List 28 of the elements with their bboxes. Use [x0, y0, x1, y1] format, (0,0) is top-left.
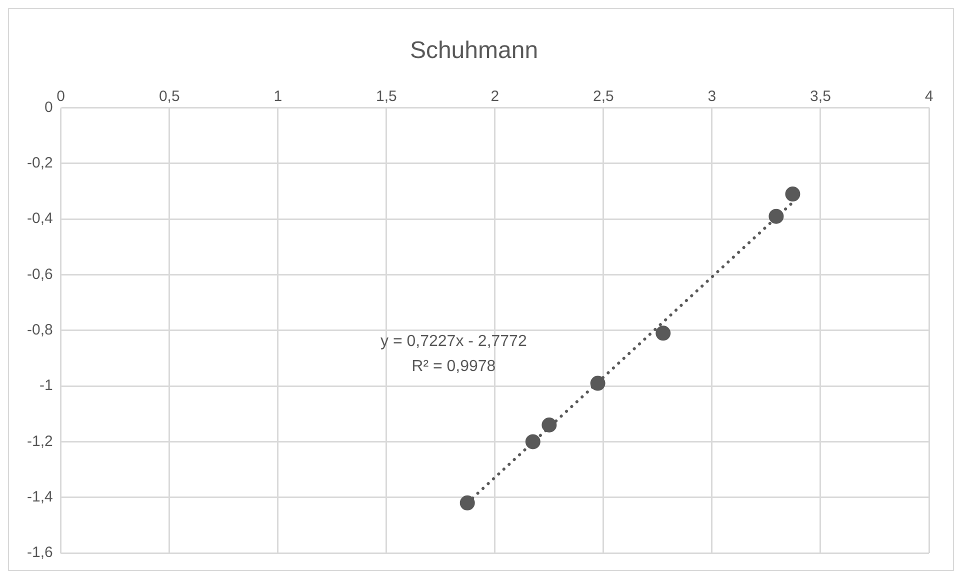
y-tick-label: -0,6 [26, 266, 53, 283]
point [656, 326, 671, 341]
x-tick-label: 0 [56, 88, 66, 105]
x-tick-label: 1 [274, 88, 282, 105]
y-tick-label: -0,4 [26, 210, 53, 228]
y-tick-label: -0,2 [26, 154, 53, 172]
point [785, 186, 800, 202]
point [590, 376, 606, 391]
annotation: y = 0,7227x - 2,7772 [380, 332, 527, 350]
point [542, 418, 557, 433]
point [768, 208, 784, 224]
point [460, 495, 475, 510]
y-tick-label: -1,6 [26, 544, 53, 562]
y-tick-label: -1,4 [26, 488, 53, 506]
x-tick-label: 3,5 [810, 88, 831, 105]
point [525, 434, 540, 450]
y-tick-label: -0,8 [26, 322, 53, 339]
chart-title: Schuhmann [410, 37, 538, 64]
y-tick-label: -1 [40, 377, 53, 394]
x-tick-label: 2 [490, 88, 500, 105]
x-tick-label: 2,5 [593, 88, 614, 105]
annotation: R² = 0,9978 [412, 358, 496, 375]
x-tick-label: 3 [708, 88, 716, 105]
y-tick-label: 0 [44, 98, 53, 116]
x-tick-label: 1,5 [376, 88, 397, 105]
x-tick-label: 0,5 [158, 88, 180, 105]
y-tick-label: -1,2 [26, 432, 53, 450]
x-tick-label: 4 [924, 88, 934, 105]
